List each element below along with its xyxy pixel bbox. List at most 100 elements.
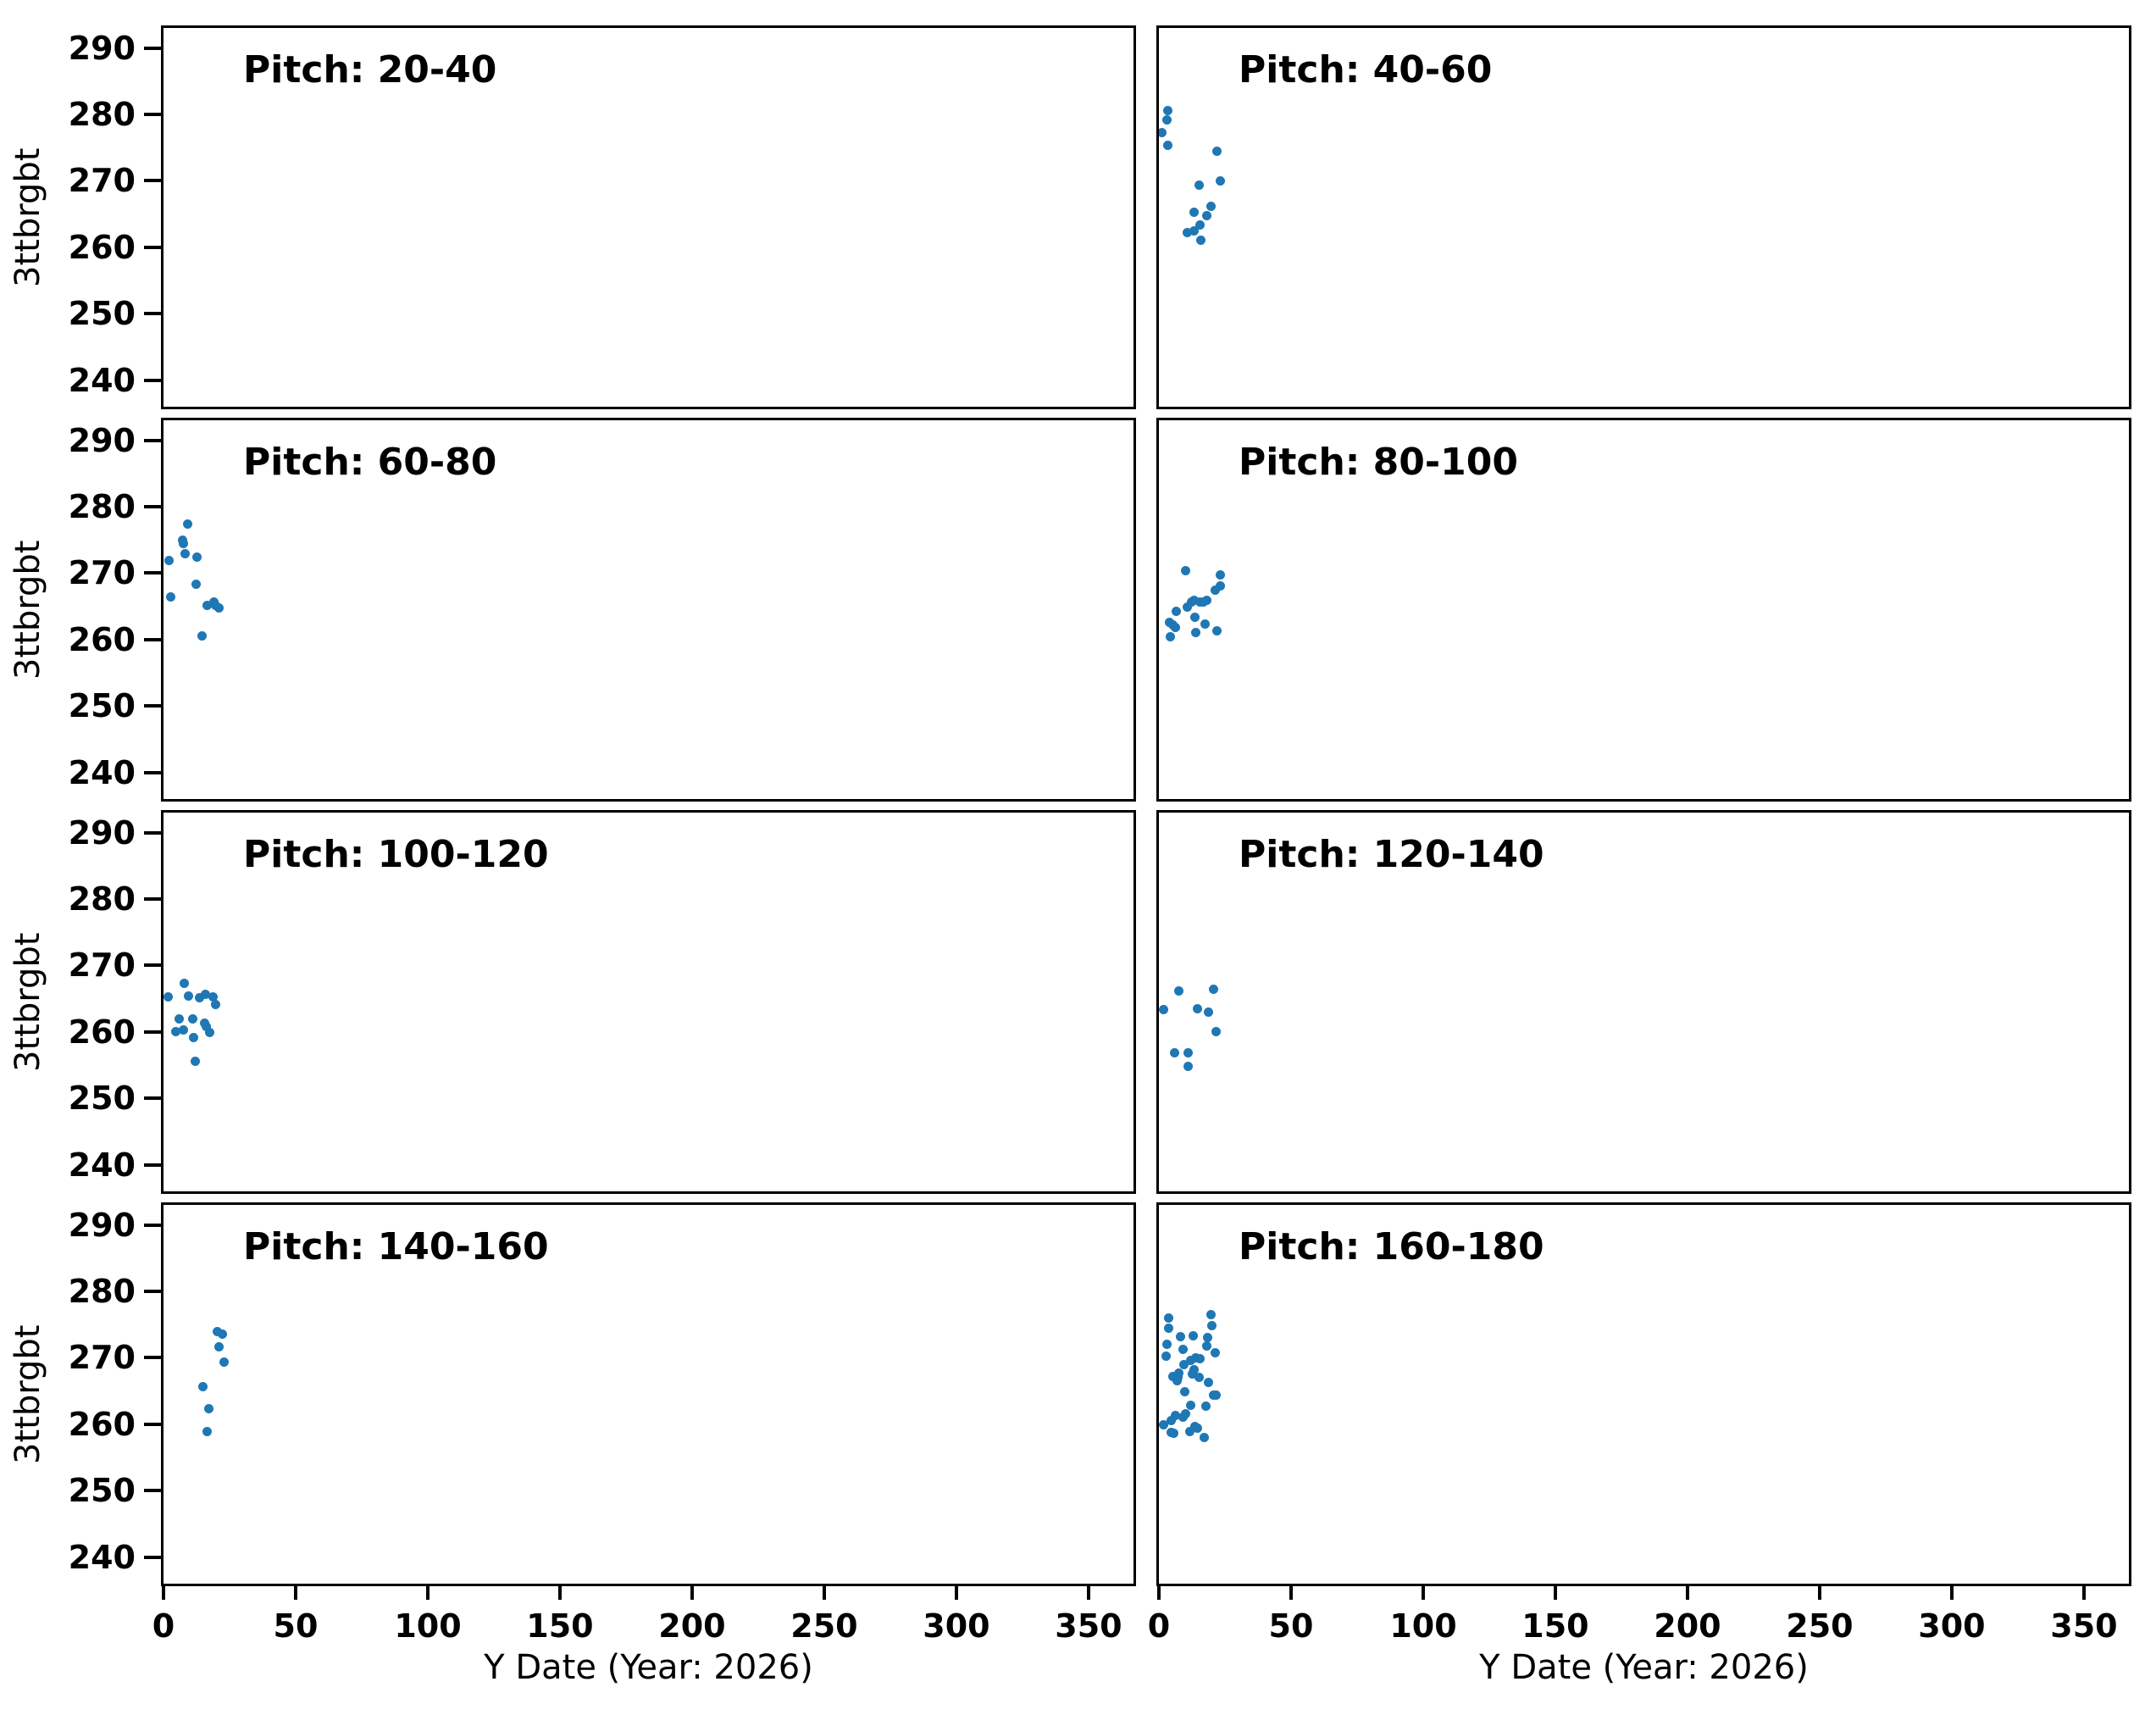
y-tick-label: 270 (68, 162, 136, 200)
y-tick-label: 290 (68, 29, 136, 67)
data-point (204, 1028, 214, 1038)
y-axis-label-row-2: 3ttbrgbt (8, 540, 47, 680)
y-tick-label: 290 (68, 1206, 136, 1244)
y-tick (144, 1223, 161, 1227)
y-tick-label: 240 (68, 361, 136, 399)
x-tick (822, 1586, 826, 1600)
y-tick (144, 704, 161, 708)
data-point (1159, 1420, 1168, 1430)
y-tick-label: 280 (68, 1272, 136, 1310)
data-point (182, 519, 192, 529)
y-axis-label-row-4: 3ttbrgbt (8, 1324, 47, 1464)
data-point (212, 1327, 222, 1337)
data-point (1167, 1416, 1177, 1426)
x-tick-label: 300 (923, 1607, 990, 1645)
data-point (1194, 1372, 1204, 1382)
data-point (1183, 602, 1193, 612)
x-tick (1157, 1586, 1161, 1600)
x-tick (425, 1586, 430, 1600)
data-point (1184, 1426, 1194, 1436)
data-point (1186, 1400, 1196, 1410)
data-point (1183, 1062, 1194, 1072)
data-point (1162, 114, 1172, 125)
x-tick (1553, 1586, 1557, 1600)
x-tick-label: 350 (1055, 1607, 1122, 1645)
y-tick (144, 245, 161, 249)
data-point (214, 603, 224, 613)
data-point (1172, 607, 1182, 617)
data-point (1215, 570, 1225, 580)
y-tick (144, 637, 161, 641)
x-tick (1817, 1586, 1821, 1600)
data-point (197, 630, 207, 641)
y-tick-label: 240 (68, 1538, 136, 1576)
data-point (1159, 128, 1167, 138)
data-point (1180, 1408, 1190, 1418)
data-point (203, 1404, 213, 1414)
y-tick (144, 1289, 161, 1293)
data-point (1161, 1351, 1171, 1361)
y-tick-label: 260 (68, 228, 136, 266)
data-point (1201, 210, 1211, 220)
data-point (1200, 1432, 1210, 1442)
subplot-title: Pitch: 80-100 (1239, 441, 1519, 484)
subplot-title: Pitch: 60-80 (243, 441, 497, 484)
y-tick (144, 571, 161, 575)
data-point (1194, 1353, 1205, 1363)
data-point (1195, 220, 1205, 230)
x-tick (2081, 1586, 2086, 1600)
data-point (1172, 1376, 1183, 1386)
y-tick-label: 240 (68, 1146, 136, 1184)
data-point (178, 1024, 188, 1035)
data-point (1164, 1324, 1174, 1334)
subplot-pitch-160-180: Pitch: 160-180 (1156, 1202, 2131, 1586)
y-tick-label: 250 (68, 1472, 136, 1510)
data-point (171, 1027, 181, 1037)
x-tick (1685, 1586, 1689, 1600)
x-tick-label: 100 (394, 1607, 462, 1645)
x-tick-label: 200 (658, 1607, 726, 1645)
x-tick (1086, 1586, 1090, 1600)
y-tick (144, 378, 161, 382)
data-point (1178, 1344, 1188, 1354)
data-point (1200, 619, 1210, 630)
y-axis-label-row-3: 3ttbrgbt (8, 932, 47, 1072)
subplot-pitch-20-40: Pitch: 20-40 (161, 25, 1136, 409)
data-point (1165, 632, 1175, 642)
x-tick (690, 1586, 694, 1600)
x-tick (1289, 1586, 1293, 1600)
x-axis-label-left: Y Date (Year: 2026) (484, 1648, 813, 1687)
data-point (1173, 985, 1183, 996)
data-point (202, 1426, 213, 1436)
x-tick (1421, 1586, 1425, 1600)
data-point (1179, 1386, 1189, 1396)
x-tick-label: 150 (1521, 1607, 1589, 1645)
x-tick-label: 100 (1389, 1607, 1457, 1645)
data-point (1179, 1359, 1189, 1369)
data-point (1169, 1048, 1179, 1058)
data-point (164, 991, 174, 1002)
y-tick-label: 270 (68, 1339, 136, 1377)
data-point (1206, 1321, 1217, 1331)
data-point (217, 1329, 227, 1339)
data-point (1189, 596, 1199, 606)
data-point (1193, 1423, 1203, 1433)
subplot-pitch-60-80: Pitch: 60-80 (161, 418, 1136, 802)
data-point (1206, 1309, 1217, 1319)
data-point (174, 1013, 184, 1024)
data-point (200, 989, 210, 999)
data-point (1189, 207, 1199, 217)
data-point (213, 1341, 224, 1351)
data-point (188, 1013, 198, 1024)
subplot-title: Pitch: 100-120 (243, 833, 549, 876)
subplot-title: Pitch: 160-180 (1239, 1225, 1544, 1268)
data-point (1188, 1369, 1198, 1379)
data-point (1205, 202, 1216, 212)
subplot-pitch-120-140: Pitch: 120-140 (1156, 810, 2131, 1194)
x-tick-label: 50 (273, 1607, 319, 1645)
data-point (1210, 586, 1220, 596)
data-point (164, 555, 175, 565)
y-tick-label: 260 (68, 1013, 136, 1051)
data-point (1210, 1347, 1220, 1357)
data-point (180, 549, 191, 559)
